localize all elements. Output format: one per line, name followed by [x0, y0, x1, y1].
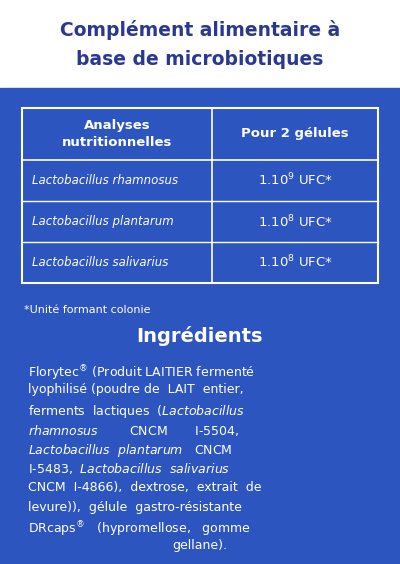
- Text: Lactobacillus salivarius: Lactobacillus salivarius: [32, 256, 168, 269]
- Text: I-5483,  $\it{Lactobacillus}$  $\it{salivarius}$: I-5483, $\it{Lactobacillus}$ $\it{saliva…: [28, 461, 230, 477]
- Bar: [0, 88, 400, 564]
- Text: lyophilisé (poudre de  LAIT  entier,: lyophilisé (poudre de LAIT entier,: [28, 384, 244, 396]
- Text: Complément alimentaire à: Complément alimentaire à: [60, 20, 340, 40]
- Text: $1.10^{9}$ UFC*: $1.10^{9}$ UFC*: [258, 172, 332, 189]
- Text: Ingrédients: Ingrédients: [137, 326, 263, 346]
- Text: ferments  lactiques  ($\it{Lactobacillus}$: ferments lactiques ($\it{Lactobacillus}$: [28, 403, 245, 420]
- Text: base de microbiotiques: base de microbiotiques: [76, 50, 324, 69]
- Text: CNCM  I-4866),  dextrose,  extrait  de: CNCM I-4866), dextrose, extrait de: [28, 481, 262, 494]
- Text: Lactobacillus rhamnosus: Lactobacillus rhamnosus: [32, 174, 178, 187]
- Text: *Unité formant colonie: *Unité formant colonie: [24, 305, 150, 315]
- Bar: [0, 0, 400, 88]
- Text: Pour 2 gélules: Pour 2 gélules: [242, 127, 349, 140]
- Text: DRcaps$^{\circledR}$   (hypromellose,   gomme: DRcaps$^{\circledR}$ (hypromellose, gomm…: [28, 520, 251, 539]
- Text: $1.10^{8}$ UFC*: $1.10^{8}$ UFC*: [258, 213, 332, 230]
- Text: Lactobacillus plantarum: Lactobacillus plantarum: [32, 215, 174, 228]
- Text: Florytec$^{\circledR}$ (Produit LAITIER fermenté: Florytec$^{\circledR}$ (Produit LAITIER …: [28, 364, 255, 384]
- Text: $1.10^{8}$ UFC*: $1.10^{8}$ UFC*: [258, 254, 332, 271]
- Text: $\it{rhamnosus}$        CNCM       I-5504,: $\it{rhamnosus}$ CNCM I-5504,: [28, 422, 239, 438]
- Text: gellane).: gellane).: [172, 540, 228, 553]
- Text: Analyses
nutritionnelles: Analyses nutritionnelles: [62, 119, 172, 149]
- Bar: [22, 108, 378, 283]
- Text: $\it{Lactobacillus}$  $\it{plantarum}$   CNCM: $\it{Lactobacillus}$ $\it{plantarum}$ CN…: [28, 442, 232, 459]
- Text: levure)),  gélule  gastro-résistante: levure)), gélule gastro-résistante: [28, 500, 242, 513]
